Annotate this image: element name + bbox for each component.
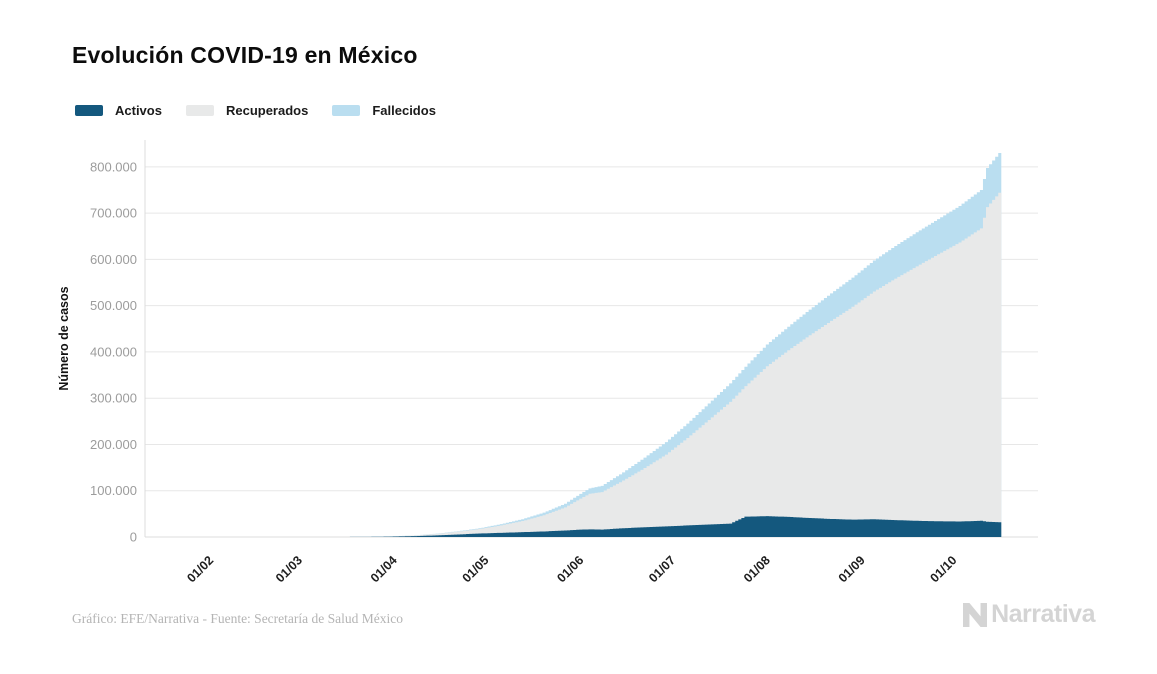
x-tick-label: 01/06 — [554, 553, 586, 585]
brand-logo: Narrativa — [962, 600, 1095, 629]
x-tick-label: 01/03 — [273, 553, 305, 585]
x-tick-labels: 01/02 01/03 01/04 01/05 01/06 01/07 01/08 01/09… — [184, 553, 959, 585]
legend-label: Fallecidos — [372, 103, 436, 118]
x-tick-label: 01/09 — [836, 553, 868, 585]
y-tick-label: 700.000 — [90, 206, 137, 221]
legend-label: Activos — [115, 103, 162, 118]
narrativa-n-icon — [963, 602, 988, 627]
legend-swatch — [332, 105, 361, 116]
y-tick-labels: 0 100.000 200.000 300.000 400.000 500.000 600.… — [90, 159, 137, 544]
y-tick-label: 600.000 — [90, 252, 137, 267]
legend-item-recuperados: Recuperados — [185, 103, 309, 118]
x-tick-label: 01/05 — [460, 553, 492, 585]
y-tick-label: 100.000 — [90, 483, 137, 498]
y-tick-label: 800.000 — [90, 159, 137, 174]
y-tick-label: 500.000 — [90, 298, 137, 313]
x-tick-label: 01/10 — [927, 553, 959, 585]
legend-item-fallecidos: Fallecidos — [332, 103, 436, 118]
legend-swatch — [185, 105, 214, 116]
area-recuperados — [178, 192, 1002, 537]
y-tick-label: 300.000 — [90, 391, 137, 406]
y-tick-label: 0 — [130, 530, 137, 545]
brand-name: Narrativa — [991, 600, 1095, 628]
legend: Activos Recuperados Fallecidos — [75, 103, 460, 118]
area-activos — [178, 516, 1002, 537]
y-tick-label: 400.000 — [90, 344, 137, 359]
y-axis-title: Número de casos — [57, 286, 71, 390]
x-tick-label: 01/02 — [184, 553, 216, 585]
y-tick-label: 200.000 — [90, 437, 137, 452]
x-tick-label: 01/04 — [368, 553, 400, 585]
legend-label: Recuperados — [225, 103, 309, 118]
legend-item-activos: Activos — [75, 103, 162, 118]
x-tick-label: 01/07 — [646, 553, 678, 585]
x-tick-label: 01/08 — [741, 553, 773, 585]
source-credit: Gráfico: EFE/Narrativa - Fuente: Secreta… — [72, 611, 404, 626]
legend-swatch — [75, 105, 103, 116]
page-title: Evolución COVID-19 en México — [72, 42, 418, 68]
